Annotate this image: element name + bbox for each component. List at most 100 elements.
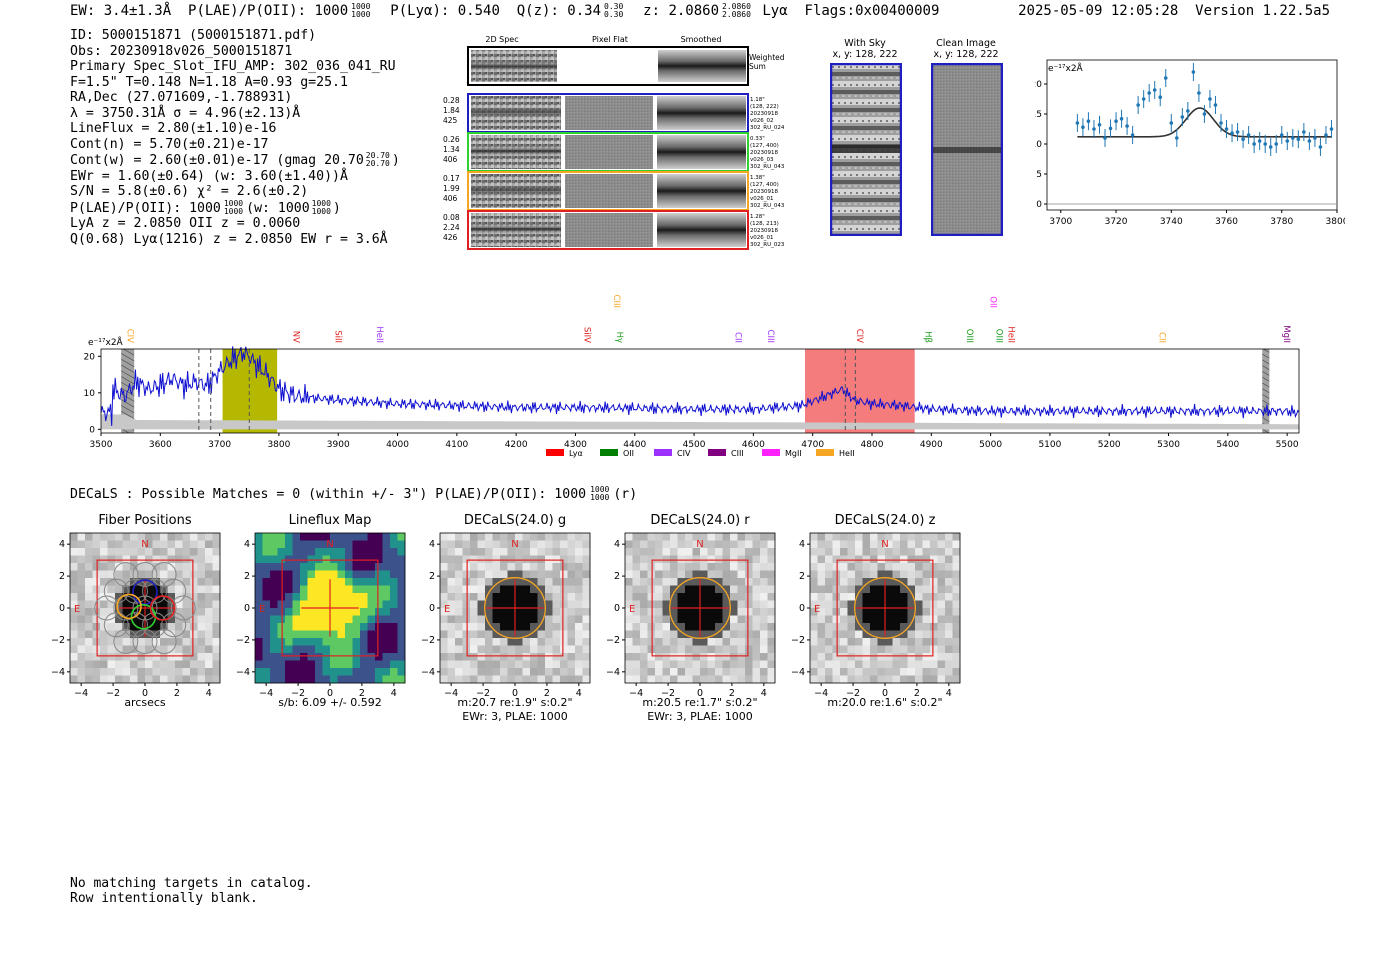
decals-pixel [375, 570, 383, 579]
decals-pixel [107, 638, 116, 646]
decals-pixel [477, 608, 486, 616]
decals-pixel [277, 660, 286, 669]
decals-xtick-label: −2 [106, 688, 120, 699]
decals-pixel [915, 638, 923, 646]
decals-pixel [810, 563, 818, 571]
header-right: 2025-05-09 12:05:28 Version 1.22.5a5 [1018, 3, 1330, 19]
decals-pixel [190, 675, 198, 684]
decals-pixel [100, 660, 108, 669]
decals-pixel [255, 675, 263, 684]
decals-pixel [285, 653, 293, 661]
decals-pixel [537, 540, 546, 549]
decals-pixel [492, 578, 501, 586]
cutout-meta: 1.28" [750, 214, 765, 220]
decals-pixel [900, 600, 908, 609]
decals-pixel [205, 645, 213, 654]
decals-pixel [877, 540, 886, 549]
cutout-meta: 302_RU_043 [750, 203, 785, 209]
decals-pixel [397, 668, 406, 676]
decals-pixel [492, 675, 501, 684]
decals-pixel [270, 540, 278, 549]
decals-pixel [190, 600, 198, 609]
decals-pixel [767, 660, 776, 669]
decals-pixel [647, 548, 656, 556]
decals-pixel [575, 570, 583, 579]
decals-pixel [647, 660, 656, 669]
decals-pixel [122, 615, 131, 624]
decals-pixel [492, 623, 501, 631]
spec-xtick-label: 3900 [327, 440, 350, 450]
decals-pixel [440, 563, 448, 571]
decals-pixel [107, 540, 116, 549]
decals-pixel [817, 578, 826, 586]
decals-pixel [92, 608, 101, 616]
header-qz-num: 0.30 [604, 2, 624, 11]
decals-pixel [855, 593, 863, 601]
decals-pixel [640, 593, 648, 601]
decals-pixel [182, 555, 191, 564]
zoom-point [1241, 137, 1245, 141]
decals-pixel [767, 533, 776, 541]
decals-pixel [677, 675, 686, 684]
decals-pixel [692, 540, 701, 549]
decals-pixel [440, 630, 448, 639]
decals-pixel [945, 585, 953, 594]
decals-pixel [892, 540, 901, 549]
zoom-xtick-label: 3800 [1326, 217, 1345, 227]
decals-pixel [462, 585, 471, 594]
decals-pixel [530, 593, 538, 601]
decals-pixel [390, 563, 398, 571]
decals-pixel [440, 615, 448, 624]
decals-pixel [655, 660, 663, 669]
decals-pixel [825, 570, 833, 579]
decals-pixel [315, 548, 323, 556]
decals-pixel [722, 630, 731, 639]
decals-pixel [160, 540, 168, 549]
decals-pixel [360, 645, 368, 654]
decals-pixel [952, 608, 961, 616]
decals-pixel [847, 555, 856, 564]
decals-pixel [390, 548, 398, 556]
decals-pixel [862, 548, 871, 556]
header-plae-den: 1000 [351, 10, 371, 19]
decals-ytick-label: −2 [421, 635, 435, 646]
decals-pixel [522, 638, 531, 646]
decals-pixel [832, 555, 841, 564]
decals-pixel [685, 608, 693, 616]
decals-pixel [885, 585, 893, 594]
decals-pixel [492, 615, 501, 624]
decals-pixel [582, 668, 591, 676]
decals-pixel [700, 593, 708, 601]
decals-pixel [840, 570, 848, 579]
decals-pixel [685, 675, 693, 684]
decals-pixel [330, 578, 338, 586]
decals-pixel [567, 593, 576, 601]
decals-pixel [492, 555, 501, 564]
decals-pixel [515, 555, 523, 564]
decals-pixel [152, 615, 161, 624]
decals-pixel [685, 548, 693, 556]
decals-pixel [285, 593, 293, 601]
decals-pixel [692, 675, 701, 684]
decals-pixel [85, 608, 93, 616]
decals-pixel [855, 570, 863, 579]
decals-east-label: E [629, 604, 635, 615]
spec-line-marker-label: SiIV [581, 327, 591, 343]
decals-pixel [270, 533, 278, 541]
decals-pixel [100, 548, 108, 556]
decals-pixel [522, 645, 531, 654]
decals-pixel [360, 600, 368, 609]
decals-pixel [707, 630, 716, 639]
cutout-stat: 0.26 [443, 135, 460, 144]
decals-pixel [255, 660, 263, 669]
decals-xtick-label: 2 [544, 688, 550, 699]
decals-pixel [122, 630, 131, 639]
decals-pixel [647, 578, 656, 586]
with-sky-title-block: With Sky x, y: 128, 222 [826, 38, 904, 60]
decals-pixel [205, 630, 213, 639]
decals-pixel [745, 570, 753, 579]
decals-pixel [455, 570, 463, 579]
decals-pixel [737, 563, 746, 571]
decals-pixel [715, 660, 723, 669]
decals-pixel [625, 623, 633, 631]
